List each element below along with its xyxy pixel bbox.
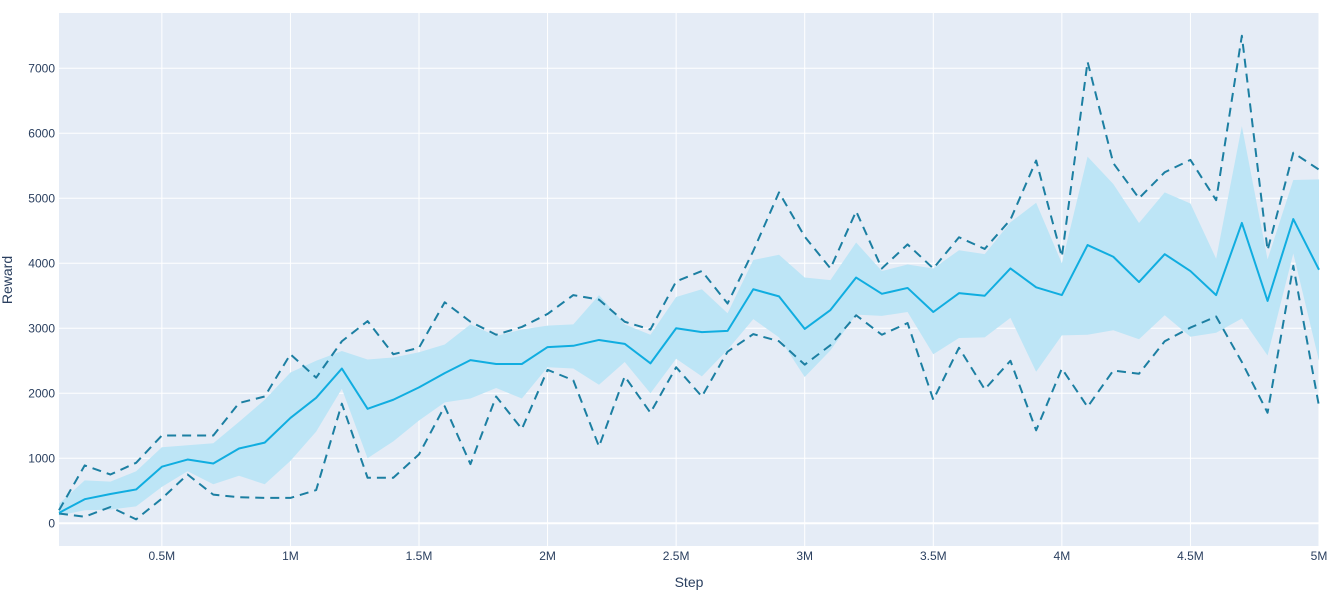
x-tick-label: 1M <box>282 549 299 563</box>
min-dashed-line <box>58 264 1320 521</box>
x-tick-label: 3.5M <box>920 549 947 563</box>
x-tick-label: 2M <box>539 549 556 563</box>
y-tick-label: 5000 <box>28 191 55 205</box>
y-tick-label: 3000 <box>28 321 55 335</box>
series-layer <box>58 34 1320 521</box>
x-tick-label: 2.5M <box>663 549 690 563</box>
x-tick-label: 5M <box>1311 549 1328 563</box>
x-tick-label: 4M <box>1054 549 1071 563</box>
y-tick-label: 4000 <box>28 256 55 270</box>
y-tick-labels: 0 1000 2000 3000 4000 5000 6000 7000 <box>28 61 55 530</box>
mean-line <box>58 218 1320 514</box>
x-tick-label: 3M <box>796 549 813 563</box>
x-tick-label: 0.5M <box>149 549 176 563</box>
y-tick-label: 6000 <box>28 126 55 140</box>
x-tick-label: 1.5M <box>406 549 433 563</box>
x-axis-title: Step <box>675 574 704 590</box>
x-tick-labels: 0.5M 1M 1.5M 2M 2.5M 3M 3.5M 4M 4.5M 5M <box>149 549 1328 563</box>
y-axis-title: Reward <box>0 256 15 304</box>
std-band-area <box>59 126 1319 516</box>
y-tick-label: 1000 <box>28 451 55 465</box>
y-tick-label: 2000 <box>28 386 55 400</box>
x-tick-label: 4.5M <box>1177 549 1204 563</box>
max-dashed-line <box>58 34 1320 511</box>
y-tick-label: 7000 <box>28 61 55 75</box>
y-tick-label: 0 <box>48 516 55 530</box>
